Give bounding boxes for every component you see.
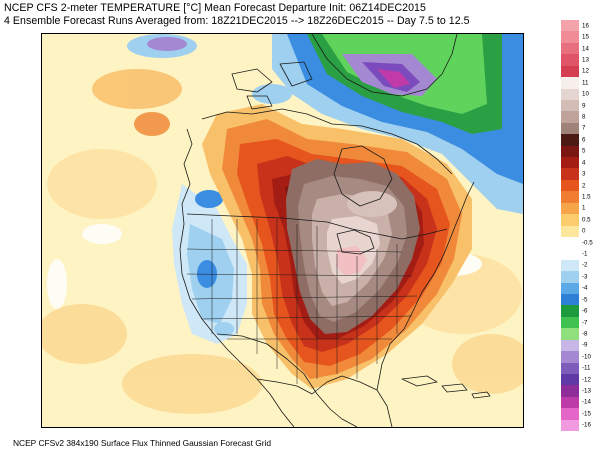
- color-scale-swatch: [561, 225, 579, 238]
- color-scale-swatch: [561, 236, 579, 249]
- color-scale-swatch: [561, 339, 579, 352]
- color-scale-swatch: [561, 122, 579, 135]
- color-scale-swatch: [561, 77, 579, 89]
- coastline-pacific: [179, 128, 295, 427]
- color-scale-label: 9: [582, 102, 586, 110]
- color-scale-label: -10: [582, 353, 591, 361]
- color-scale-swatch: [561, 373, 579, 386]
- color-scale-swatch: [561, 191, 579, 204]
- color-scale-label: -6: [582, 307, 588, 315]
- canadian-islands: [231, 61, 313, 110]
- color-scale-label: 4: [582, 159, 586, 167]
- color-scale-label: -2: [582, 261, 588, 269]
- color-scale-label: -4: [582, 284, 588, 292]
- color-scale-label: 16: [582, 22, 589, 30]
- color-scale-swatch: [561, 31, 579, 44]
- central-america: [303, 373, 358, 427]
- color-scale-label: 6: [582, 136, 586, 144]
- color-scale-swatch: [561, 294, 579, 306]
- color-scale-swatch: [561, 134, 579, 147]
- coastline-gulf: [256, 375, 393, 427]
- hudson-bay: [333, 145, 393, 207]
- color-scale-label: 7: [582, 124, 586, 132]
- color-scale-swatch: [561, 408, 579, 421]
- color-scale-label: -5: [582, 296, 588, 304]
- color-scale-swatch: [561, 157, 579, 169]
- color-scale-label: 10: [582, 90, 589, 98]
- color-scale-label: -12: [582, 376, 591, 384]
- arctic-cold-region: [127, 34, 523, 214]
- great-lakes: [336, 229, 375, 255]
- map-title-line-2: 4 Ensemble Forecast Runs Averaged from: …: [4, 15, 470, 27]
- us-mexico-border: [216, 333, 305, 375]
- color-scale-label: -7: [582, 319, 588, 327]
- color-scale-swatch: [561, 20, 579, 32]
- color-scale-swatch: [561, 54, 579, 67]
- color-scale-label: 1: [582, 204, 586, 212]
- color-scale-swatch: [561, 214, 579, 226]
- color-scale-label: 2: [582, 182, 586, 190]
- greenland-coast: [311, 34, 458, 97]
- color-scale-swatch: [561, 282, 579, 295]
- geographic-outlines: [179, 34, 491, 427]
- color-scale-label: 8: [582, 113, 586, 121]
- color-scale-swatch: [561, 362, 579, 375]
- map-title-line-1: NCEP CFS 2-meter TEMPERATURE [°C] Mean F…: [4, 2, 426, 14]
- color-scale-swatch: [561, 396, 579, 409]
- color-scale-label: 3: [582, 170, 586, 178]
- color-scale-swatch: [561, 88, 579, 101]
- color-scale-label: -16: [582, 421, 591, 429]
- us-canada-border: [186, 213, 448, 240]
- color-scale-swatch: [561, 168, 579, 181]
- color-scale-swatch: [561, 145, 579, 158]
- color-scale-swatch: [561, 65, 579, 78]
- temperature-anomaly-map: [41, 33, 524, 428]
- color-scale-label: 14: [582, 45, 589, 53]
- color-scale-swatch: [561, 202, 579, 215]
- color-scale-label: -0.5: [582, 239, 593, 247]
- color-scale-label: -13: [582, 387, 591, 395]
- color-scale-swatch: [561, 42, 579, 55]
- color-scale-swatch: [561, 179, 579, 192]
- color-scale-label: -15: [582, 410, 591, 418]
- color-scale-label: 11: [582, 79, 589, 87]
- caribbean-islands: [401, 375, 491, 399]
- max-anomaly-core: [286, 159, 420, 334]
- color-scale-label: -8: [582, 330, 588, 338]
- color-scale-label: -11: [582, 364, 591, 372]
- color-scale-swatch: [561, 316, 579, 329]
- color-scale-swatch: [561, 111, 579, 124]
- color-scale-label: -14: [582, 398, 591, 406]
- color-scale-swatch: [561, 99, 579, 112]
- color-scale-label: -9: [582, 341, 588, 349]
- color-scale-swatch: [561, 259, 579, 272]
- arctic-coast: [201, 108, 453, 175]
- color-scale-swatch: [561, 248, 579, 261]
- color-scale-label: 12: [582, 67, 589, 75]
- color-scale-label: 13: [582, 56, 589, 64]
- color-scale-label: 0: [582, 227, 586, 235]
- color-scale-label: -3: [582, 273, 588, 281]
- color-scale-label: 5: [582, 147, 586, 155]
- color-scale-label: 15: [582, 33, 589, 41]
- grid-footnote: NCEP CFSv2 384x190 Surface Flux Thinned …: [13, 438, 272, 448]
- color-scale-swatch: [561, 328, 579, 341]
- color-scale-swatch: [561, 305, 579, 318]
- color-scale-label: 1.5: [582, 193, 591, 201]
- color-scale-swatch: [561, 271, 579, 284]
- color-scale-swatch: [561, 385, 579, 398]
- map-canvas: [42, 34, 523, 427]
- state-lines: [186, 219, 418, 384]
- color-scale-swatch: [561, 351, 579, 363]
- color-scale-swatch: [561, 419, 579, 432]
- color-scale-label: -1: [582, 250, 588, 258]
- coastline-atlantic: [376, 181, 475, 391]
- color-scale-bar: [561, 20, 579, 432]
- color-scale-label: 0.5: [582, 216, 591, 224]
